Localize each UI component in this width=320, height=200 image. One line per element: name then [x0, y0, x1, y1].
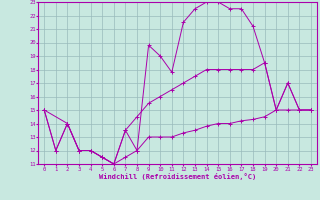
X-axis label: Windchill (Refroidissement éolien,°C): Windchill (Refroidissement éolien,°C) [99, 173, 256, 180]
